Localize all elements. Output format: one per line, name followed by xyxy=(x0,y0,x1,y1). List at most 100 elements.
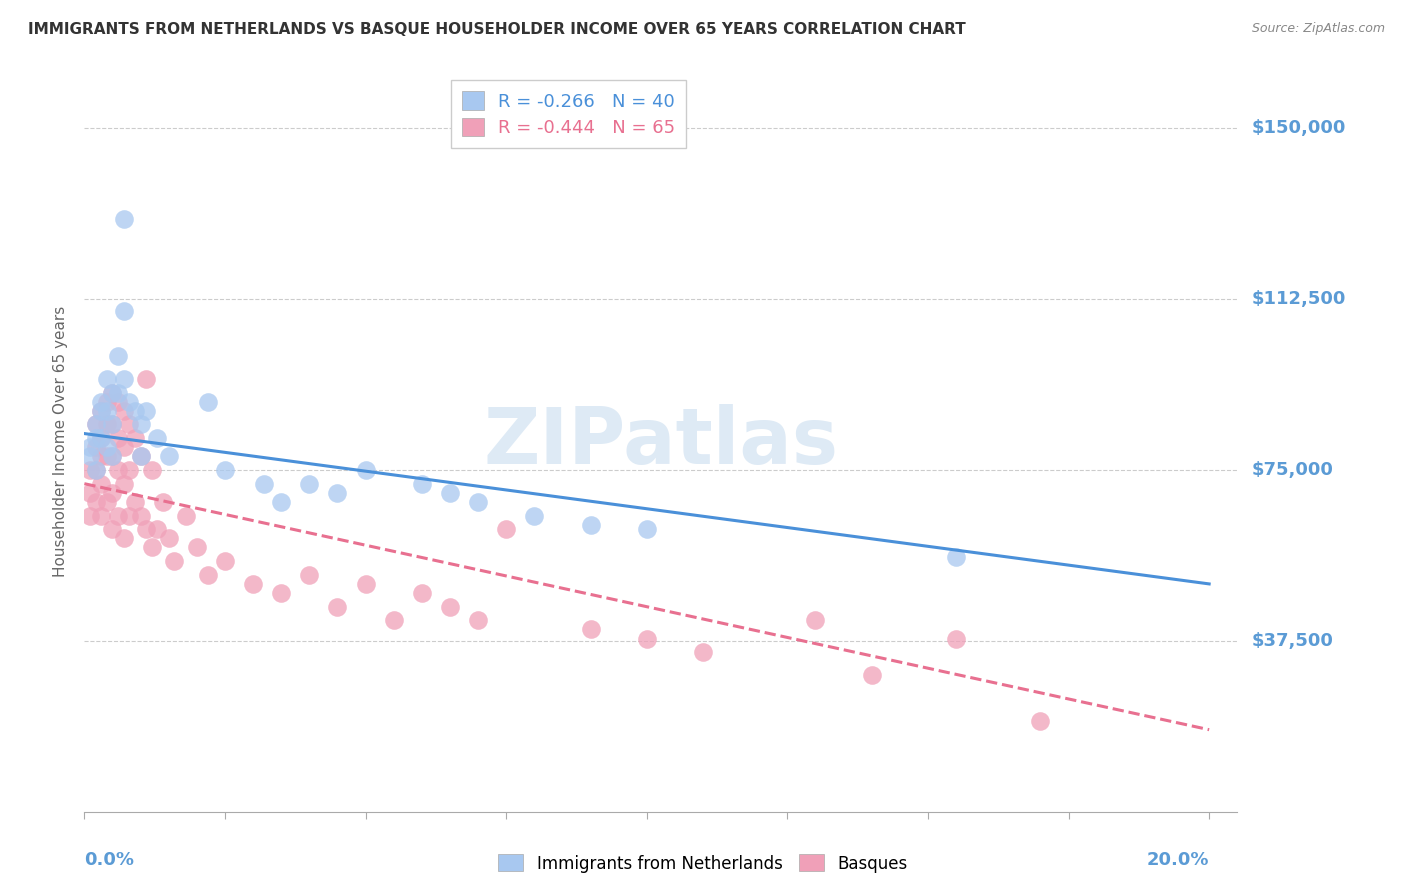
Point xyxy=(214,554,236,568)
Point xyxy=(146,431,169,445)
Point xyxy=(84,440,107,454)
Point xyxy=(197,567,219,582)
Point xyxy=(84,417,107,432)
Point xyxy=(326,599,349,614)
Point xyxy=(174,508,197,523)
Point xyxy=(804,613,827,627)
Point xyxy=(90,404,112,418)
Point xyxy=(163,554,186,568)
Point xyxy=(253,476,276,491)
Point xyxy=(467,613,489,627)
Point xyxy=(79,450,101,464)
Point xyxy=(118,417,141,432)
Text: Source: ZipAtlas.com: Source: ZipAtlas.com xyxy=(1251,22,1385,36)
Point xyxy=(135,372,157,386)
Point xyxy=(101,522,124,536)
Point xyxy=(1029,714,1052,728)
Text: $37,500: $37,500 xyxy=(1251,632,1333,650)
Point xyxy=(326,485,349,500)
Point xyxy=(112,476,135,491)
Legend: Immigrants from Netherlands, Basques: Immigrants from Netherlands, Basques xyxy=(492,847,914,880)
Text: $150,000: $150,000 xyxy=(1251,120,1346,137)
Point xyxy=(860,668,883,682)
Point xyxy=(354,577,377,591)
Point xyxy=(579,517,602,532)
Point xyxy=(101,385,124,400)
Point xyxy=(298,567,321,582)
Point xyxy=(101,417,124,432)
Point xyxy=(90,450,112,464)
Point xyxy=(90,476,112,491)
Point xyxy=(118,463,141,477)
Point xyxy=(146,522,169,536)
Point xyxy=(270,495,292,509)
Point xyxy=(411,476,433,491)
Text: $112,500: $112,500 xyxy=(1251,290,1346,308)
Point xyxy=(107,463,129,477)
Point xyxy=(636,522,658,536)
Point xyxy=(270,586,292,600)
Point xyxy=(439,599,461,614)
Point xyxy=(107,349,129,363)
Point xyxy=(141,463,163,477)
Point xyxy=(90,508,112,523)
Point xyxy=(79,485,101,500)
Y-axis label: Householder Income Over 65 years: Householder Income Over 65 years xyxy=(53,306,69,577)
Point xyxy=(124,495,146,509)
Point xyxy=(197,394,219,409)
Point xyxy=(118,508,141,523)
Point xyxy=(101,385,124,400)
Point xyxy=(467,495,489,509)
Point xyxy=(157,450,180,464)
Point xyxy=(382,613,405,627)
Point xyxy=(214,463,236,477)
Point xyxy=(107,431,129,445)
Point xyxy=(101,450,124,464)
Point xyxy=(112,404,135,418)
Point xyxy=(112,212,135,227)
Point xyxy=(96,404,118,418)
Point xyxy=(90,431,112,445)
Point xyxy=(186,541,208,555)
Point xyxy=(411,586,433,600)
Point xyxy=(141,541,163,555)
Point xyxy=(84,463,107,477)
Point xyxy=(945,632,967,646)
Point xyxy=(157,532,180,546)
Point xyxy=(101,485,124,500)
Point xyxy=(298,476,321,491)
Point xyxy=(692,645,714,659)
Point xyxy=(101,417,124,432)
Point xyxy=(112,440,135,454)
Point xyxy=(135,404,157,418)
Point xyxy=(439,485,461,500)
Point xyxy=(96,372,118,386)
Point xyxy=(242,577,264,591)
Point xyxy=(124,404,146,418)
Text: 0.0%: 0.0% xyxy=(84,851,135,869)
Point xyxy=(354,463,377,477)
Point xyxy=(96,495,118,509)
Text: ZIPatlas: ZIPatlas xyxy=(484,403,838,480)
Point xyxy=(129,508,152,523)
Point xyxy=(152,495,174,509)
Point xyxy=(129,450,152,464)
Point xyxy=(90,431,112,445)
Point xyxy=(129,417,152,432)
Point xyxy=(101,450,124,464)
Point xyxy=(90,404,112,418)
Point xyxy=(79,463,101,477)
Point xyxy=(107,508,129,523)
Point xyxy=(107,394,129,409)
Point xyxy=(118,394,141,409)
Text: IMMIGRANTS FROM NETHERLANDS VS BASQUE HOUSEHOLDER INCOME OVER 65 YEARS CORRELATI: IMMIGRANTS FROM NETHERLANDS VS BASQUE HO… xyxy=(28,22,966,37)
Point xyxy=(523,508,546,523)
Point xyxy=(495,522,517,536)
Point xyxy=(84,463,107,477)
Point xyxy=(945,549,967,564)
Point xyxy=(112,532,135,546)
Legend: R = -0.266   N = 40, R = -0.444   N = 65: R = -0.266 N = 40, R = -0.444 N = 65 xyxy=(451,80,686,148)
Point xyxy=(84,495,107,509)
Point xyxy=(96,440,118,454)
Point xyxy=(84,417,107,432)
